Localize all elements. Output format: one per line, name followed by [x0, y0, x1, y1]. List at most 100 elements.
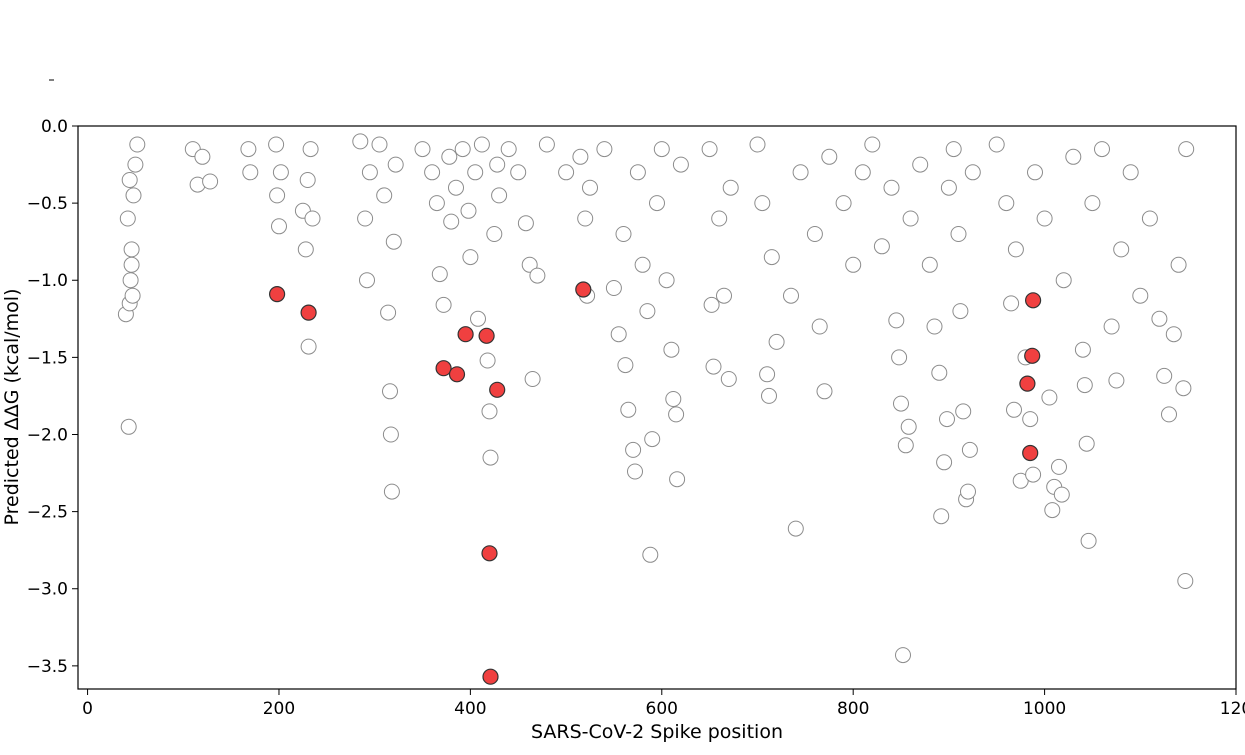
x-axis-ticks: 0 200 400 600 800 1000 120: [82, 689, 1245, 719]
data-point: [529, 267, 546, 284]
highlighted-data-point: [435, 360, 452, 377]
data-point: [716, 287, 732, 304]
data-point: [1108, 372, 1125, 389]
data-point: [387, 156, 404, 173]
data-point: [582, 179, 598, 196]
x-tick-label: 600: [646, 699, 678, 719]
data-point: [129, 136, 146, 153]
data-point: [610, 326, 627, 343]
data-point: [653, 141, 670, 158]
data-point: [441, 148, 458, 165]
data-point: [1025, 466, 1042, 483]
data-point: [1051, 458, 1067, 475]
data-point: [768, 333, 785, 350]
data-point: [711, 210, 728, 227]
data-point: [1094, 141, 1110, 158]
data-point: [854, 164, 871, 181]
data-point: [125, 187, 142, 204]
highlighted-data-point: [1022, 444, 1039, 462]
data-point: [428, 195, 445, 212]
data-point: [500, 141, 517, 158]
data-point: [443, 213, 460, 230]
data-point: [1080, 532, 1097, 549]
data-point: [1084, 195, 1101, 212]
data-point: [835, 195, 852, 212]
data-point: [649, 195, 665, 212]
data-point: [124, 287, 141, 304]
data-point: [1165, 326, 1182, 343]
data-point: [1103, 318, 1120, 335]
data-point: [383, 483, 400, 500]
data-point: [510, 164, 527, 181]
data-point: [722, 179, 739, 196]
data-point: [385, 233, 402, 250]
data-point: [517, 215, 534, 232]
data-point: [382, 426, 399, 443]
data-point: [272, 164, 289, 181]
data-point: [634, 256, 651, 273]
data-point: [424, 164, 441, 181]
data-point: [414, 141, 431, 158]
y-tick-label: −0.5: [27, 194, 68, 214]
data-point: [521, 256, 538, 273]
data-point: [123, 241, 140, 258]
data-point: [489, 156, 506, 173]
data-point: [1053, 486, 1070, 503]
data-point: [382, 383, 398, 400]
data-point: [749, 136, 766, 153]
data-point: [491, 187, 508, 204]
data-point: [240, 141, 257, 158]
series-all-mutations: [117, 133, 1195, 664]
data-point: [486, 226, 503, 242]
data-point: [194, 148, 211, 165]
data-point: [900, 418, 917, 435]
data-point: [931, 364, 948, 381]
data-point: [202, 173, 219, 190]
data-point: [122, 272, 139, 289]
data-point: [964, 164, 981, 181]
data-point: [672, 156, 689, 173]
y-tick-label: 0.0: [41, 117, 68, 137]
data-point: [1055, 272, 1072, 289]
data-point: [352, 133, 369, 150]
data-point: [1175, 380, 1192, 397]
data-point: [357, 210, 374, 227]
data-point: [271, 218, 287, 235]
highlighted-data-point: [481, 545, 498, 562]
data-point: [811, 318, 828, 335]
data-point: [1041, 389, 1058, 406]
highlighted-data-point: [1024, 292, 1042, 309]
data-point: [1074, 341, 1091, 358]
data-point: [952, 303, 969, 320]
data-point: [950, 226, 967, 242]
data-point: [242, 164, 259, 181]
data-point: [1161, 406, 1177, 423]
data-point: [435, 296, 452, 313]
data-point: [1178, 141, 1195, 158]
data-point: [361, 164, 378, 181]
data-point: [821, 148, 838, 165]
data-point: [895, 647, 911, 664]
data-point: [297, 241, 314, 258]
x-tick-label: 400: [454, 699, 486, 719]
y-tick-label: −3.5: [27, 657, 68, 677]
data-point: [1065, 148, 1082, 165]
data-point: [1078, 435, 1095, 452]
data-point: [1027, 164, 1043, 181]
y-tick-label: −1.0: [27, 271, 68, 291]
data-point: [1007, 241, 1024, 258]
data-point: [629, 164, 646, 181]
data-point: [1170, 256, 1187, 273]
data-point: [761, 387, 777, 404]
data-point: [759, 366, 776, 383]
data-point: [269, 187, 286, 204]
data-point: [577, 210, 594, 227]
highlighted-data-point: [489, 381, 506, 398]
data-point: [538, 136, 555, 153]
y-tick-label: −2.5: [27, 503, 68, 523]
highlighted-data-point: [478, 327, 495, 344]
data-point: [304, 210, 321, 227]
data-point: [668, 406, 685, 423]
data-point: [617, 357, 634, 374]
